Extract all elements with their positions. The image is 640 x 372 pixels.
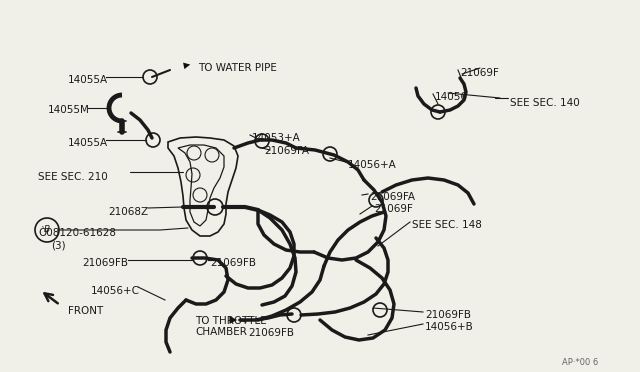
Text: 14055A: 14055A (68, 138, 108, 148)
Text: AP·*00 6: AP·*00 6 (562, 358, 598, 367)
Text: 21069FB: 21069FB (210, 258, 256, 268)
Text: 21069FB: 21069FB (82, 258, 128, 268)
Text: TO WATER PIPE: TO WATER PIPE (198, 63, 277, 73)
Text: (3): (3) (51, 240, 66, 250)
Text: 14056+B: 14056+B (425, 322, 474, 332)
Text: 21068Z: 21068Z (108, 207, 148, 217)
Text: 14056+A: 14056+A (348, 160, 397, 170)
Text: SEE SEC. 148: SEE SEC. 148 (412, 220, 482, 230)
Text: 14053+A: 14053+A (252, 133, 301, 143)
Text: 21069FB: 21069FB (248, 328, 294, 338)
Text: 14056+C: 14056+C (91, 286, 140, 296)
Text: 21069FA: 21069FA (264, 146, 309, 156)
Text: B: B (44, 225, 50, 234)
Text: SEE SEC. 210: SEE SEC. 210 (38, 172, 108, 182)
Text: 14055M: 14055M (48, 105, 90, 115)
Text: 14055A: 14055A (68, 75, 108, 85)
Text: SEE SEC. 140: SEE SEC. 140 (510, 98, 580, 108)
Text: 21069FB: 21069FB (425, 310, 471, 320)
Text: 14056: 14056 (435, 92, 468, 102)
Text: TO THROTTLE: TO THROTTLE (195, 316, 267, 326)
Text: CHAMBER: CHAMBER (195, 327, 247, 337)
Text: 21069F: 21069F (374, 204, 413, 214)
Text: Ò08120-61628: Ò08120-61628 (38, 228, 116, 238)
Text: 21069F: 21069F (460, 68, 499, 78)
Text: FRONT: FRONT (68, 306, 103, 316)
Text: 21069FA: 21069FA (370, 192, 415, 202)
